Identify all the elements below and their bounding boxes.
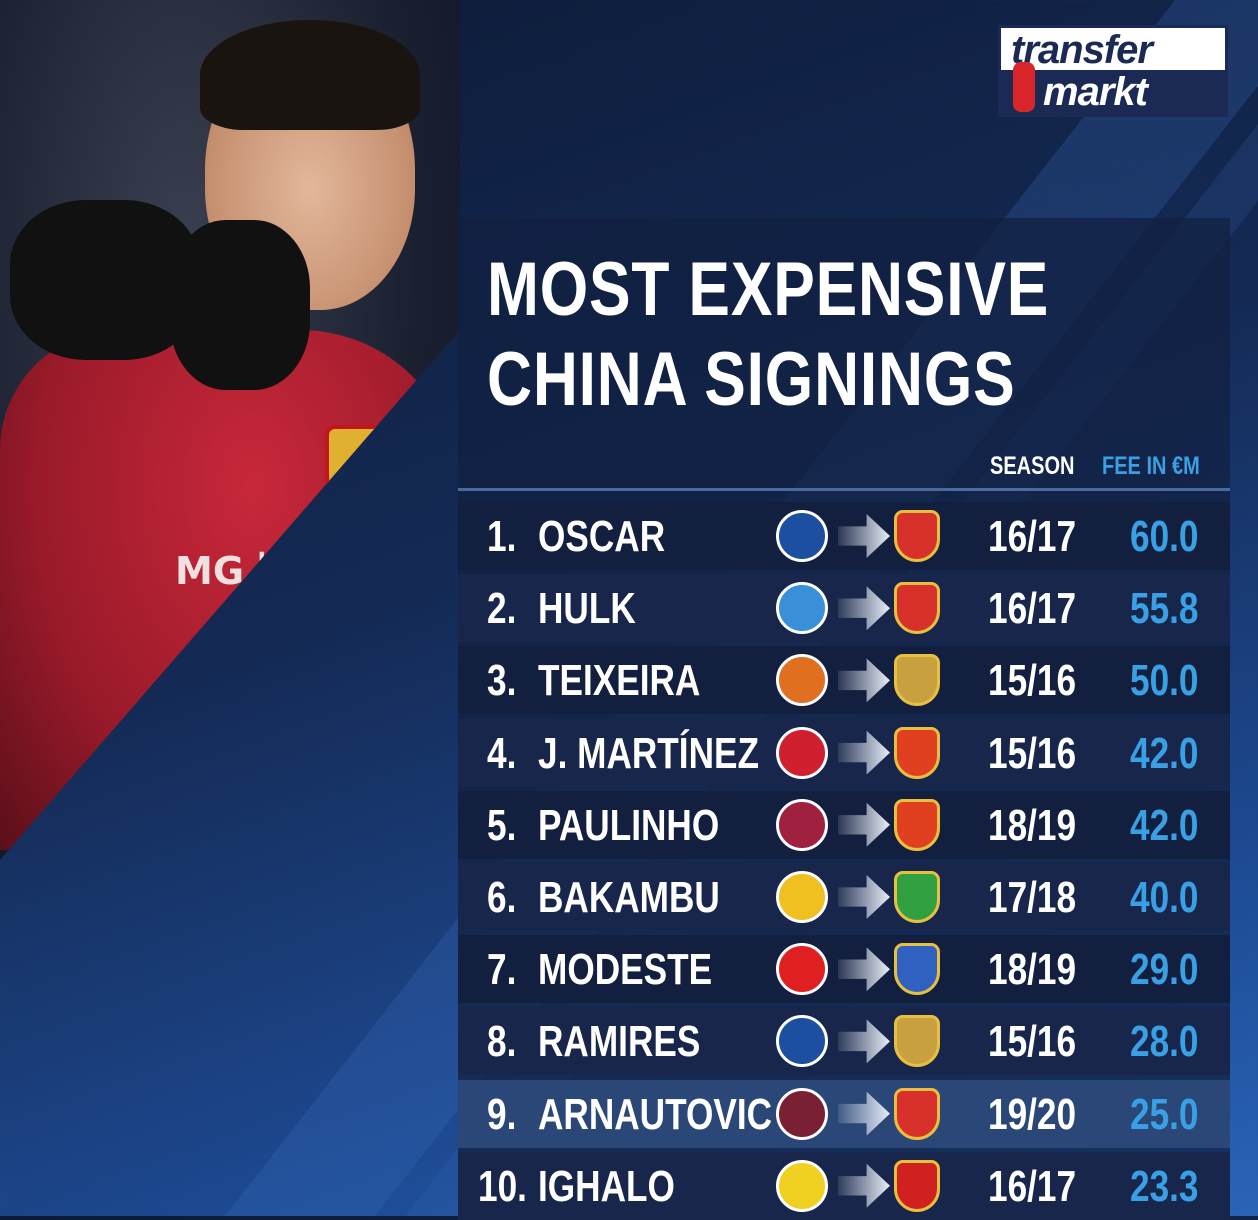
rank: 1. [487, 512, 517, 561]
player-hair [200, 20, 420, 130]
rank: 7. [487, 945, 517, 995]
arrow-right-icon [838, 947, 890, 992]
rank: 6. [487, 873, 517, 922]
table-row: 7. MODESTE 18/19 29.0 [458, 935, 1230, 1004]
season: 16/17 [988, 584, 1077, 634]
player-name: BAKAMBU [538, 873, 720, 922]
arrow-right-icon [838, 1019, 890, 1064]
season: 15/16 [988, 1017, 1077, 1067]
player-name: HULK [538, 584, 636, 634]
fee: 23.3 [1130, 1161, 1199, 1211]
koln-crest-icon [776, 943, 828, 996]
rank: 10. [478, 1161, 527, 1211]
arrow-right-icon [838, 802, 890, 847]
tianjin-quanjian-crest-icon [894, 943, 940, 996]
guangzhou-evergrande-crest-icon [894, 726, 940, 779]
player-name: OSCAR [538, 512, 666, 561]
beijing-guoan-crest-icon [894, 871, 940, 923]
villarreal-crest-icon [776, 871, 828, 923]
rank: 9. [487, 1089, 517, 1139]
season: 18/19 [988, 800, 1077, 850]
chelsea-crest-icon [776, 510, 828, 562]
glove [170, 220, 310, 390]
fee: 60.0 [1130, 512, 1199, 561]
table-row: 2. HULK 16/17 55.8 [458, 574, 1230, 643]
shirt-number: 8 [250, 617, 323, 763]
zenit-crest-icon [776, 582, 828, 635]
rank: 8. [487, 1017, 517, 1067]
fee: 42.0 [1130, 728, 1199, 778]
footballer-icon [1013, 62, 1035, 112]
table-row: 6. BAKAMBU 17/18 40.0 [458, 863, 1230, 931]
shakhtar-crest-icon [776, 654, 828, 707]
table-row: 9. ARNAUTOVIC 19/20 25.0 [458, 1079, 1230, 1148]
west-ham-crest-icon [776, 1087, 828, 1140]
player-name: PAULINHO [538, 800, 720, 850]
jiangsu-suning-crest-icon [894, 654, 940, 707]
fee: 42.0 [1130, 800, 1199, 850]
changchun-yatai-crest-icon [894, 1159, 940, 1212]
player-name: IGHALO [538, 1161, 675, 1211]
season: 17/18 [988, 873, 1077, 922]
player-name: RAMIRES [538, 1017, 701, 1067]
atletico-madrid-crest-icon [776, 726, 828, 779]
shanghai-sipg-crest-icon [894, 1087, 940, 1140]
watford-crest-icon [776, 1159, 828, 1212]
shirt-crest [325, 425, 415, 520]
player-photo: MG上汽名爵 8 [0, 0, 460, 860]
season: 15/16 [988, 656, 1077, 706]
arrow-right-icon [838, 875, 890, 919]
player-name: J. MARTÍNEZ [538, 728, 759, 778]
column-header-fee: FEE IN €M [1102, 452, 1200, 480]
table-row: 10. IGHALO 16/17 23.3 [458, 1151, 1230, 1220]
transfermarkt-logo: transfer markt [998, 25, 1228, 117]
barcelona-crest-icon [776, 798, 828, 851]
fee: 55.8 [1130, 584, 1199, 634]
player-name: TEIXEIRA [538, 656, 701, 706]
player-name: MODESTE [538, 945, 713, 995]
page-title: MOST EXPENSIVE CHINA SIGNINGS [487, 247, 1050, 422]
jiangsu-suning-crest-icon [894, 1015, 940, 1068]
shanghai-sipg-crest-icon [894, 510, 940, 562]
table-row: 3. TEIXEIRA 15/16 50.0 [458, 646, 1230, 715]
table-row: 1. OSCAR 16/17 60.0 [458, 502, 1230, 570]
glove [10, 200, 200, 360]
rank: 5. [487, 800, 517, 850]
shanghai-sipg-crest-icon [894, 582, 940, 635]
arrow-right-icon [838, 1163, 890, 1208]
shirt-sponsor: MG上汽名爵 [175, 549, 397, 593]
fee: 28.0 [1130, 1017, 1199, 1067]
season: 15/16 [988, 728, 1077, 778]
player-name: ARNAUTOVIC [538, 1089, 773, 1139]
table-row: 5. PAULINHO 18/19 42.0 [458, 790, 1230, 859]
fee: 50.0 [1130, 656, 1199, 706]
fee: 40.0 [1130, 873, 1199, 922]
fee: 29.0 [1130, 945, 1199, 995]
arrow-right-icon [838, 1091, 890, 1136]
arrow-right-icon [838, 586, 890, 631]
season: 18/19 [988, 945, 1077, 995]
table-row: 8. RAMIRES 15/16 28.0 [458, 1007, 1230, 1076]
guangzhou-evergrande-crest-icon [894, 798, 940, 851]
divider [458, 488, 1230, 491]
chelsea-crest-icon [776, 1015, 828, 1068]
season: 19/20 [988, 1089, 1077, 1139]
arrow-right-icon [838, 514, 890, 558]
fee: 25.0 [1130, 1089, 1199, 1139]
rank: 3. [487, 656, 517, 706]
season: 16/17 [988, 512, 1077, 561]
table-row: 4. J. MARTÍNEZ 15/16 42.0 [458, 718, 1230, 787]
arrow-right-icon [838, 730, 890, 775]
column-header-season: SEASON [990, 452, 1075, 480]
arrow-right-icon [838, 658, 890, 703]
rank: 2. [487, 584, 517, 634]
rank: 4. [487, 728, 517, 778]
season: 16/17 [988, 1161, 1077, 1211]
